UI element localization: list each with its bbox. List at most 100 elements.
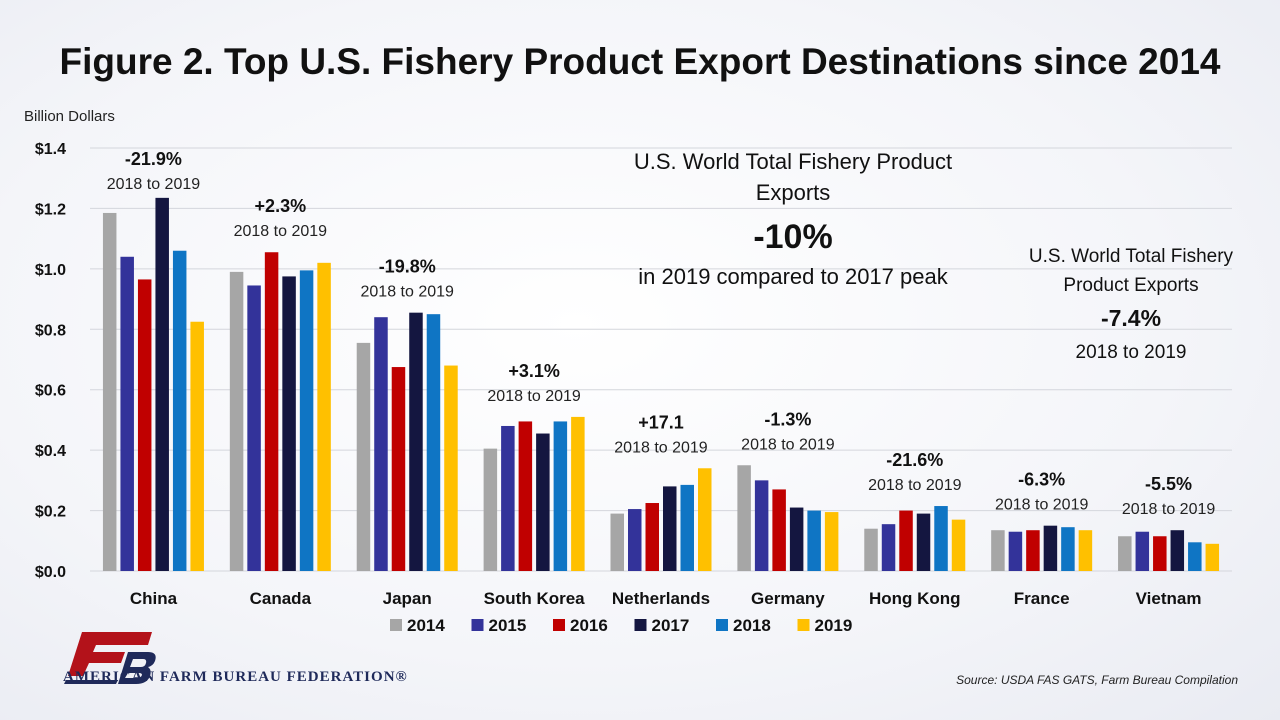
change-period: 2018 to 2019 (614, 439, 708, 456)
bar-hong-kong-2014 (864, 528, 878, 571)
bar-south-korea-2018 (553, 421, 568, 571)
legend-label-2019: 2019 (815, 616, 853, 635)
bar-germany-2019 (824, 512, 839, 571)
bar-vietnam-2015 (1135, 531, 1150, 571)
x-tick-label: Netherlands (612, 589, 710, 608)
change-value: -21.6% (886, 450, 943, 470)
callout-main-line3: in 2019 compared to 2017 peak (638, 264, 948, 289)
x-tick-label: Germany (751, 589, 825, 608)
bar-france-2015 (1008, 531, 1023, 571)
legend-swatch-2019 (797, 619, 810, 631)
bar-south-korea-2017 (536, 433, 550, 571)
x-tick-label: Hong Kong (869, 589, 961, 608)
bar-south-korea-2019 (571, 416, 585, 571)
bar-vietnam-2019 (1205, 543, 1220, 571)
legend-swatch-2015 (471, 619, 484, 631)
bar-south-korea-2014 (483, 448, 498, 571)
legend-label-2017: 2017 (652, 616, 690, 635)
bar-canada-2018 (299, 270, 314, 571)
x-tick-label: China (130, 589, 178, 608)
source-note: Source: USDA FAS GATS, Farm Bureau Compi… (956, 673, 1238, 687)
y-tick-label: $1.4 (35, 141, 66, 158)
bar-china-2016 (137, 279, 152, 571)
org-name: AMERICAN FARM BUREAU FEDERATION® (63, 669, 408, 685)
change-period: 2018 to 2019 (868, 477, 962, 494)
bar-china-2019 (190, 321, 204, 571)
bar-vietnam-2018 (1188, 542, 1202, 571)
change-period: 2018 to 2019 (234, 223, 328, 240)
change-value: -19.8% (379, 257, 436, 277)
bar-netherlands-2017 (663, 486, 677, 571)
x-tick-label: Canada (250, 589, 312, 608)
bar-south-korea-2015 (501, 425, 515, 571)
bar-hong-kong-2015 (881, 524, 896, 571)
y-tick-label: $0.6 (35, 383, 66, 400)
bar-netherlands-2019 (698, 468, 712, 571)
bar-china-2015 (120, 256, 134, 571)
bar-hong-kong-2019 (951, 519, 966, 571)
change-value: -1.3% (764, 409, 811, 429)
bar-china-2017 (155, 197, 169, 571)
bar-netherlands-2014 (610, 513, 624, 571)
gridlines (90, 147, 1232, 572)
legend-swatch-2017 (634, 619, 647, 631)
bar-france-2014 (991, 530, 1005, 571)
bar-japan-2018 (426, 314, 441, 571)
change-period: 2018 to 2019 (361, 284, 455, 301)
x-tick-label: Vietnam (1136, 589, 1202, 608)
y-tick-label: $1.0 (35, 262, 66, 279)
bar-france-2018 (1061, 527, 1075, 571)
bar-germany-2016 (772, 489, 786, 571)
bar-vietnam-2016 (1153, 536, 1167, 571)
fb-logo-icon (64, 632, 156, 684)
callout-main-line2: Exports (756, 180, 831, 205)
legend: 2014 2015 2016 2017 2018 2019 (390, 616, 852, 635)
change-value: +3.1% (508, 361, 560, 381)
bar-hong-kong-2018 (934, 506, 948, 571)
bar-netherlands-2015 (628, 509, 642, 571)
callout-side-value: -7.4% (1101, 305, 1161, 331)
bar-canada-2016 (264, 252, 279, 571)
legend-swatch-2016 (553, 619, 565, 631)
change-period: 2018 to 2019 (741, 436, 835, 453)
bar-japan-2015 (374, 317, 388, 571)
callout-main-value: -10% (753, 218, 832, 256)
y-tick-label: $0.4 (35, 443, 66, 460)
change-period: 2018 to 2019 (1122, 501, 1216, 518)
x-tick-label: Japan (383, 589, 432, 608)
callout-side-line1: U.S. World Total Fishery (1029, 246, 1234, 267)
callout-side-line2: Product Exports (1063, 275, 1198, 296)
bar-vietnam-2017 (1170, 530, 1185, 571)
callout-side-line3: 2018 to 2019 (1076, 342, 1187, 363)
legend-label-2014: 2014 (407, 616, 445, 635)
bar-south-korea-2016 (518, 421, 533, 571)
change-value: -6.3% (1018, 470, 1065, 490)
legend-label-2015: 2015 (489, 616, 527, 635)
bar-canada-2017 (282, 276, 296, 571)
callout-main: U.S. World Total Fishery Product Exports… (634, 149, 952, 289)
legend-swatch-2018 (716, 619, 728, 631)
bar-netherlands-2016 (645, 503, 659, 571)
y-axis-ticks: $0.0 $0.2 $0.4 $0.6 $0.8 $1.0 $1.2 $1.4 (35, 141, 66, 581)
bar-netherlands-2018 (680, 484, 694, 571)
bar-france-2016 (1026, 530, 1040, 571)
x-tick-label: South Korea (484, 589, 586, 608)
change-period: 2018 to 2019 (995, 497, 1089, 514)
bar-germany-2014 (737, 465, 751, 571)
change-period: 2018 to 2019 (487, 388, 581, 405)
change-value: -5.5% (1145, 474, 1192, 494)
bar-japan-2017 (409, 312, 423, 571)
bar-hong-kong-2017 (916, 513, 931, 571)
bar-japan-2014 (356, 342, 371, 571)
bar-germany-2015 (754, 480, 769, 571)
y-tick-label: $0.8 (35, 322, 66, 339)
bar-canada-2015 (247, 285, 261, 571)
bar-vietnam-2014 (1118, 536, 1132, 571)
legend-label-2016: 2016 (570, 616, 608, 635)
bar-canada-2019 (317, 262, 331, 571)
change-value: -21.9% (125, 149, 182, 169)
x-tick-label: France (1014, 589, 1070, 608)
bar-germany-2018 (807, 510, 821, 571)
bar-china-2014 (102, 212, 117, 572)
